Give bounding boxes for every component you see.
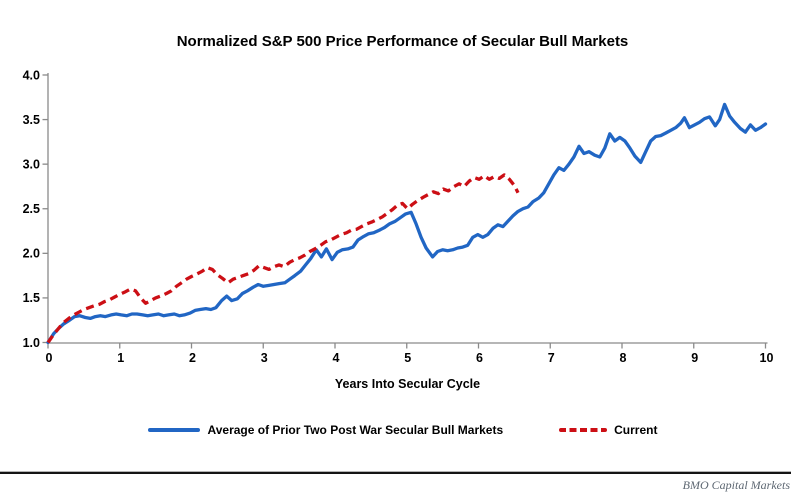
y-tick-label: 4.0: [23, 68, 40, 82]
y-tick-label: 2.5: [23, 202, 40, 216]
chart-title: Normalized S&P 500 Price Performance of …: [176, 33, 629, 50]
x-tick-label: 8: [620, 351, 627, 365]
chart-legend: Average of Prior Two Post War Secular Bu…: [0, 423, 805, 437]
y-tick-label: 3.5: [23, 113, 40, 127]
series-line-current: [46, 173, 520, 344]
x-tick-label: 2: [189, 351, 196, 365]
y-tick-label: 3.0: [23, 157, 40, 171]
footer-divider: [0, 471, 791, 474]
x-tick-label: 7: [548, 351, 555, 365]
legend-label-current: Current: [614, 423, 658, 437]
y-tick-label: 2.0: [23, 247, 40, 261]
x-tick-label: 10: [760, 351, 774, 365]
x-tick-label: 0: [46, 351, 53, 365]
x-tick-label: 6: [476, 351, 483, 365]
x-tick-label: 5: [404, 351, 411, 365]
x-tick-label: 1: [117, 351, 124, 365]
x-tick-label: 3: [261, 351, 268, 365]
x-tick-label: 4: [333, 351, 340, 365]
legend-dashed-line-swatch: [559, 428, 608, 432]
x-tick-label: 9: [691, 351, 698, 365]
series-line-average: [46, 102, 768, 345]
y-tick-label: 1.0: [23, 336, 40, 350]
brand-text: BMO Capital Markets: [682, 478, 790, 492]
legend-label-average: Average of Prior Two Post War Secular Bu…: [207, 423, 504, 437]
legend-solid-line-swatch: [147, 428, 200, 432]
x-axis-title: Years Into Secular Cycle: [334, 377, 481, 391]
line-chart-plot-area: 1.0 1.5 2.0 2.5 3.0 3.5 4.0 0 1 2 3 4 5 6 7 8 9 10: [23, 68, 774, 365]
y-tick-label: 1.5: [23, 291, 40, 305]
